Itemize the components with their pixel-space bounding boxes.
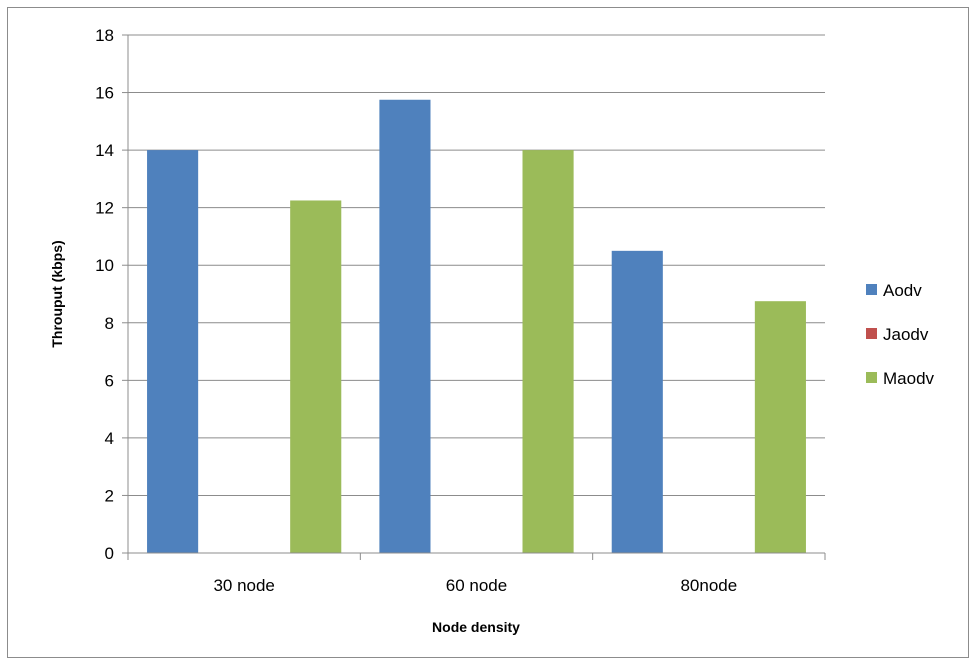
bars <box>147 99 806 554</box>
x-tick-label: 60 node <box>446 576 507 595</box>
y-tick-labels: 0 2 4 6 8 10 12 14 16 18 <box>95 26 114 563</box>
axes <box>122 34 826 560</box>
bar-aodv <box>379 99 431 553</box>
bar-maodv <box>290 200 342 553</box>
legend-label-aodv: Aodv <box>883 281 922 300</box>
legend-label-jaodv: Jaodv <box>883 325 929 344</box>
y-tick-label: 2 <box>105 486 114 505</box>
y-axis-title: Throuput (kbps) <box>49 240 65 347</box>
legend-swatch-aodv <box>866 284 877 295</box>
y-tick-label: 10 <box>95 256 114 275</box>
gridlines <box>128 34 825 496</box>
bar-aodv <box>611 250 663 554</box>
y-tick-label: 14 <box>95 141 114 160</box>
x-tick-label: 30 node <box>213 576 274 595</box>
y-tick-label: 6 <box>105 371 114 390</box>
y-tick-label: 0 <box>105 544 114 563</box>
y-tick-label: 16 <box>95 84 114 103</box>
y-tick-label: 8 <box>105 314 114 333</box>
y-tick-label: 12 <box>95 199 114 218</box>
bar-aodv <box>147 150 199 553</box>
legend-swatch-jaodv <box>866 328 877 339</box>
x-tick-label: 80node <box>680 576 737 595</box>
x-tick-labels: 30 node 60 node 80node <box>213 576 737 595</box>
y-tick-label: 18 <box>95 26 114 45</box>
x-axis-title: Node density <box>432 619 520 635</box>
bar-maodv <box>522 150 574 553</box>
legend: Aodv Jaodv Maodv <box>866 281 935 388</box>
legend-label-maodv: Maodv <box>883 369 935 388</box>
y-tick-label: 4 <box>105 429 114 448</box>
legend-swatch-maodv <box>866 372 877 383</box>
bar-maodv <box>754 301 806 553</box>
